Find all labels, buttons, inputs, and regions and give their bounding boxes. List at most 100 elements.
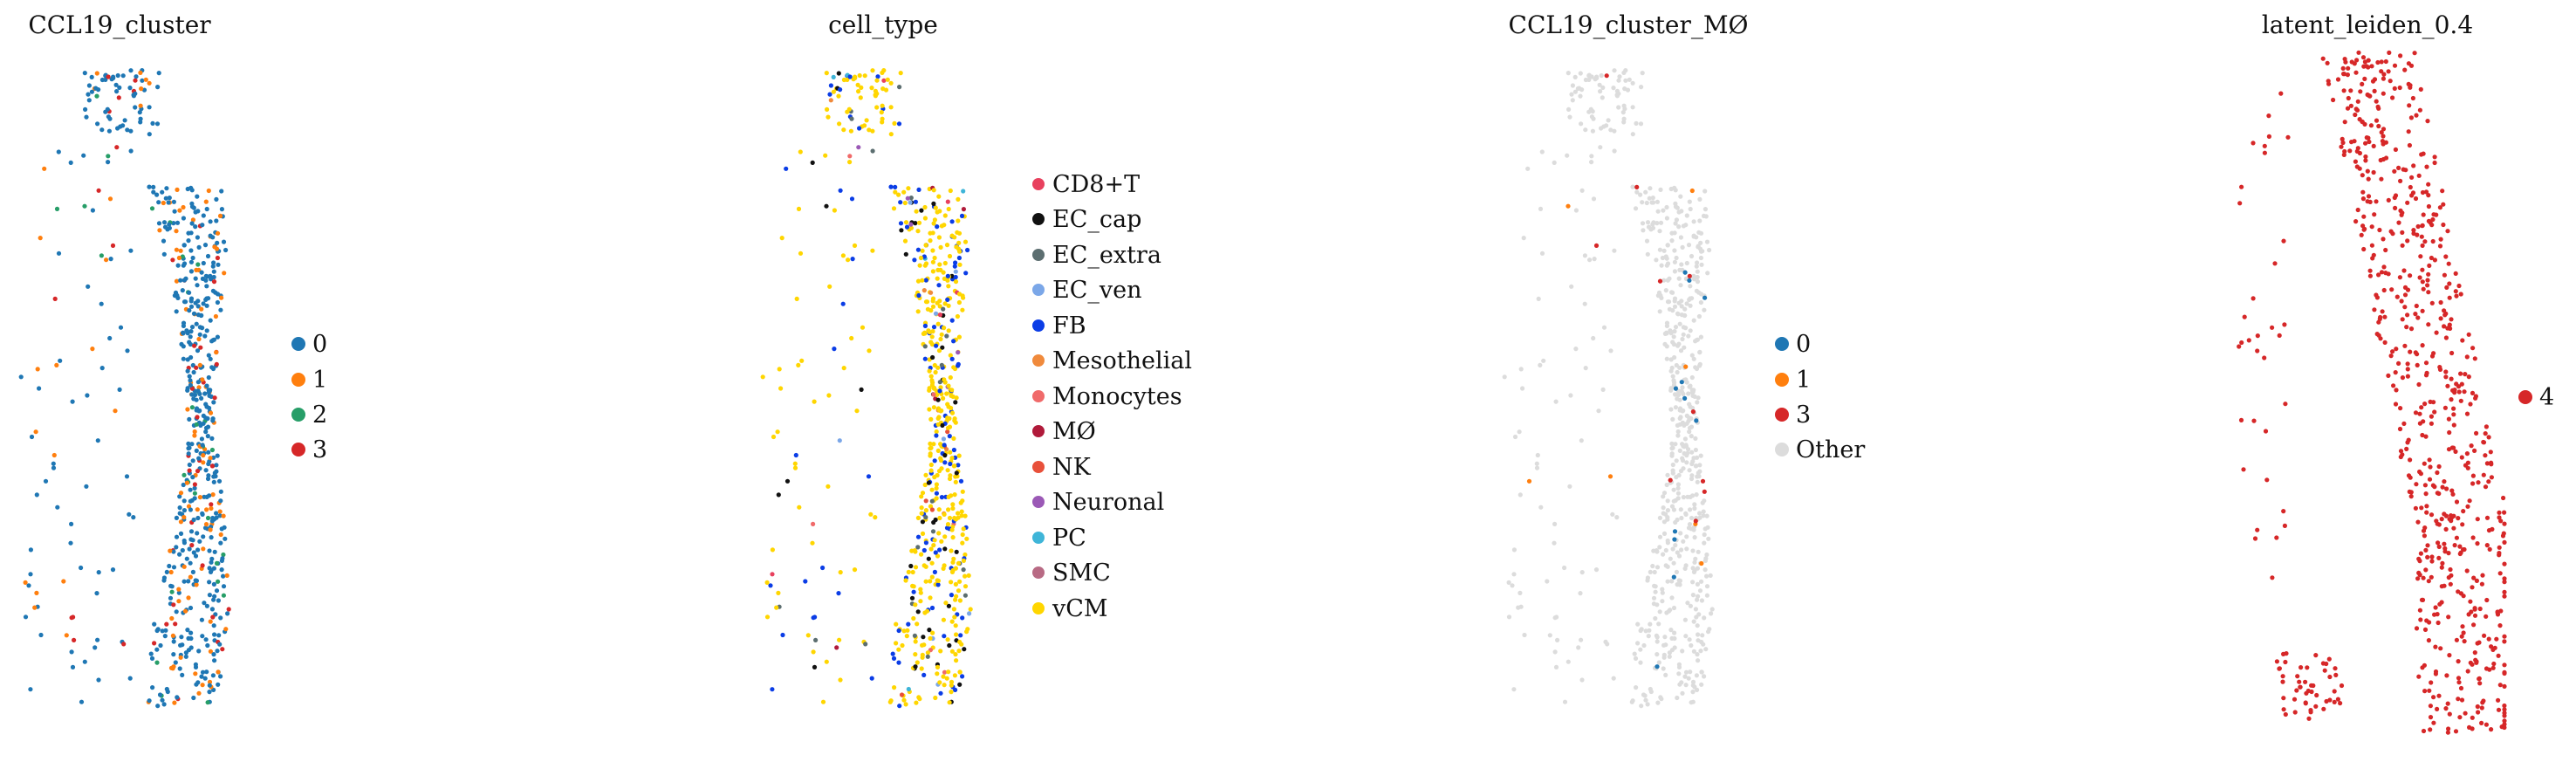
- scatter-point: [205, 434, 210, 439]
- scatter-point: [182, 278, 187, 283]
- scatter-point: [2255, 348, 2260, 354]
- scatter-point: [2443, 526, 2449, 532]
- scatter-point: [161, 702, 167, 707]
- scatter-point: [107, 116, 113, 121]
- scatter-point: [963, 239, 969, 244]
- scatter-point: [1693, 463, 1698, 469]
- scatter-point: [2447, 295, 2452, 300]
- legend-marker: [1775, 373, 1789, 387]
- scatter-point: [2502, 589, 2507, 595]
- scatter-point: [2428, 715, 2434, 720]
- scatter-point: [2371, 169, 2376, 175]
- scatter-point: [133, 105, 138, 110]
- scatter-point: [780, 632, 785, 638]
- scatter-point: [847, 160, 853, 165]
- scatter-point: [899, 228, 904, 233]
- scatter-point: [209, 447, 215, 453]
- scatter-point: [1684, 453, 1689, 458]
- scatter-point: [164, 569, 169, 575]
- scatter-point: [941, 306, 946, 312]
- scatter-point: [193, 300, 198, 305]
- legend-label: 0: [312, 331, 327, 358]
- scatter-point: [54, 362, 59, 367]
- scatter-point: [2474, 578, 2479, 584]
- scatter-point: [2433, 605, 2438, 610]
- scatter-point: [929, 382, 935, 388]
- scatter-point: [1667, 650, 1672, 656]
- scatter-point: [1665, 299, 1671, 305]
- scatter-point: [942, 511, 947, 518]
- scatter-point: [158, 642, 163, 649]
- scatter-point: [216, 682, 221, 687]
- scatter-point: [1680, 690, 1685, 696]
- scatter-point: [2442, 324, 2447, 329]
- scatter-point: [1697, 511, 1702, 516]
- scatter-point: [1641, 642, 1647, 649]
- scatter-point: [1669, 579, 1675, 584]
- scatter-point: [855, 82, 860, 87]
- scatter-point: [186, 238, 191, 244]
- scatter-point: [2471, 622, 2477, 628]
- scatter-point: [1568, 393, 1573, 398]
- scatter-point: [225, 611, 230, 616]
- scatter-point: [2400, 243, 2405, 248]
- scatter-point: [28, 687, 33, 692]
- scatter-point: [1632, 651, 1637, 656]
- scatter-point: [188, 259, 194, 264]
- panel-4-legend: 4: [2518, 384, 2554, 411]
- scatter-point: [1569, 284, 1574, 289]
- scatter-point: [209, 607, 215, 612]
- scatter-point: [841, 127, 846, 133]
- scatter-point: [201, 260, 206, 266]
- scatter-point: [1689, 476, 1695, 482]
- scatter-point: [188, 529, 195, 534]
- scatter-point: [2402, 343, 2408, 348]
- scatter-point: [931, 392, 936, 397]
- scatter-point: [2477, 676, 2482, 682]
- scatter-point: [179, 635, 184, 640]
- scatter-point: [1502, 374, 1507, 380]
- scatter-point: [2377, 227, 2382, 233]
- scatter-point: [1587, 257, 1593, 263]
- scatter-point: [1687, 199, 1692, 204]
- scatter-point: [2470, 473, 2476, 478]
- scatter-point: [938, 385, 943, 390]
- scatter-point: [946, 284, 951, 289]
- scatter-point: [1678, 415, 1683, 420]
- scatter-point: [2456, 589, 2461, 594]
- scatter-point: [2277, 666, 2282, 671]
- scatter-point: [1677, 582, 1682, 587]
- scatter-point: [928, 635, 933, 642]
- scatter-point: [214, 560, 220, 566]
- scatter-point: [2335, 77, 2341, 82]
- scatter-point: [1670, 290, 1675, 295]
- scatter-point: [2364, 135, 2369, 141]
- scatter-point: [2333, 666, 2338, 671]
- scatter-point: [956, 255, 962, 261]
- scatter-point: [2467, 724, 2472, 731]
- scatter-point: [214, 218, 219, 223]
- scatter-point: [784, 166, 789, 171]
- scatter-point: [2502, 521, 2507, 526]
- scatter-point: [837, 121, 842, 127]
- scatter-point: [940, 345, 945, 350]
- scatter-point: [1690, 409, 1696, 415]
- scatter-point: [68, 540, 73, 546]
- scatter-point: [881, 78, 887, 83]
- scatter-point: [34, 590, 39, 596]
- scatter-point: [957, 262, 963, 267]
- scatter-point: [187, 445, 192, 450]
- scatter-point: [960, 674, 965, 679]
- scatter-point: [1630, 698, 1635, 704]
- scatter-point: [1682, 422, 1687, 428]
- scatter-point: [2313, 653, 2319, 658]
- scatter-point: [963, 552, 968, 558]
- scatter-point: [1657, 229, 1662, 234]
- scatter-point: [932, 217, 937, 223]
- scatter-point: [901, 628, 907, 634]
- scatter-point: [913, 602, 918, 608]
- scatter-point: [846, 257, 851, 263]
- scatter-point: [915, 278, 921, 284]
- scatter-point: [849, 116, 854, 121]
- scatter-point: [1674, 475, 1679, 480]
